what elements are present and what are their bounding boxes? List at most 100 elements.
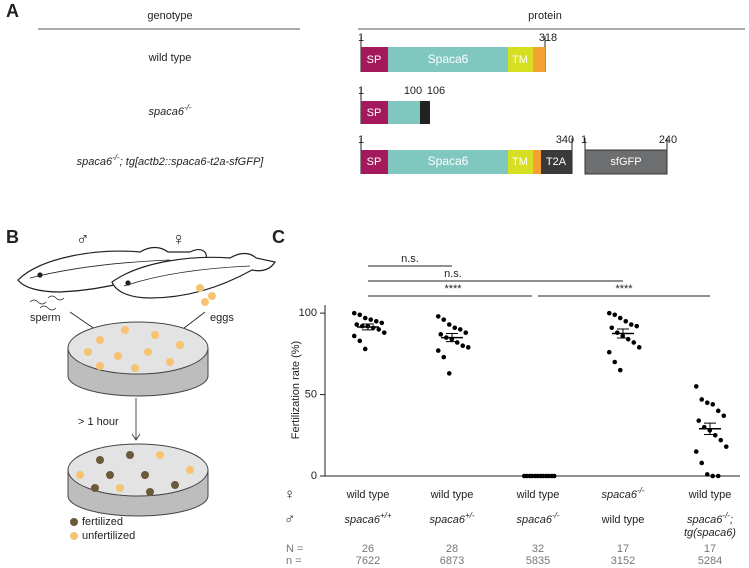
significance-label: n.s. [444, 268, 462, 280]
data-point [699, 460, 705, 466]
dish [67, 321, 209, 397]
count: 26 [362, 543, 374, 555]
error-bar [446, 333, 458, 343]
label: sperm [30, 312, 61, 324]
count: 17 [704, 543, 716, 555]
domain-label: TM [512, 54, 528, 66]
header: genotype [147, 10, 192, 22]
data-point [381, 330, 387, 335]
data-point [446, 322, 452, 327]
residue-number: 1 [358, 85, 364, 97]
significance-label: **** [444, 283, 462, 295]
count: 3152 [611, 555, 635, 567]
text-run: ; [730, 514, 733, 526]
text-run: spaca6 [344, 514, 380, 526]
data-point [357, 338, 363, 344]
male-genotype: spaca6+/- [429, 511, 474, 526]
significance-label: **** [615, 283, 633, 295]
error-bar [617, 328, 629, 339]
data-point [634, 323, 640, 329]
data-point [452, 325, 458, 331]
data-point [362, 315, 368, 321]
label: > 1 hour [78, 416, 119, 428]
data-point [617, 315, 623, 321]
female-genotype: wild type [516, 489, 560, 501]
panel-label: A [6, 1, 19, 21]
data-point [441, 354, 447, 360]
residue-number: 240 [659, 134, 677, 146]
dish [67, 443, 209, 517]
data-point [636, 345, 642, 350]
domain-label: SP [367, 107, 382, 119]
count: 17 [617, 543, 629, 555]
data-point [368, 317, 374, 322]
text-run: -/- [552, 511, 560, 520]
data-point [612, 359, 618, 365]
symbol: ♀ [284, 486, 295, 503]
text-run: wild type [516, 489, 560, 501]
count: 32 [532, 543, 544, 555]
data-point [704, 472, 710, 477]
count: 6873 [440, 555, 464, 567]
count: 7622 [356, 555, 380, 567]
text-run: ; tg[actb2::spaca6-t2a-sfGFP] [120, 156, 265, 168]
domain-label: Spaca6 [428, 52, 469, 66]
eggs [196, 284, 216, 306]
domain-label: TM [512, 156, 528, 168]
text-run: spaca6 [77, 156, 113, 168]
text-run: spaca6 [687, 514, 723, 526]
text-run: -/- [184, 103, 192, 112]
text-run: +/- [465, 511, 475, 520]
data-point [351, 310, 357, 316]
data-point [551, 473, 557, 479]
data-point [617, 367, 623, 373]
data-point [376, 327, 382, 332]
residue-number: 340 [556, 134, 574, 146]
text-run: -/- [722, 511, 730, 520]
residue-number: 318 [539, 32, 557, 44]
data-point [606, 310, 612, 316]
genotype: wild type [148, 52, 192, 64]
data-point [463, 330, 469, 335]
text-run: spaca6 [429, 514, 465, 526]
protein-ko [360, 88, 430, 124]
data-point [723, 444, 729, 449]
protein-tg [360, 138, 668, 175]
text-run: spaca6 [148, 106, 184, 118]
text-run: +/+ [380, 511, 392, 520]
legend-swatch [70, 518, 78, 526]
data-point [631, 340, 637, 345]
text-run: -/- [637, 486, 645, 495]
domain-label: T2A [546, 156, 567, 168]
text-run: spaca6 [516, 514, 552, 526]
female-genotype: wild type [430, 489, 474, 501]
label: eggs [210, 312, 234, 324]
data-point [362, 346, 368, 352]
data-point [696, 418, 702, 423]
female-genotype: spaca6-/- [601, 486, 644, 501]
genotype: spaca6-/-; tg[actb2::spaca6-t2a-sfGFP] [77, 153, 265, 168]
illustration [17, 246, 276, 441]
female-genotype: wild type [346, 489, 390, 501]
domain-label: Spaca6 [428, 154, 469, 168]
data-point [606, 349, 612, 355]
domain-label: SP [367, 156, 382, 168]
text-run: wild type [688, 489, 732, 501]
female-genotype: wild type [688, 489, 732, 501]
text-run: wild type [148, 52, 192, 64]
male-genotype: spaca6-/- [516, 511, 559, 526]
data-point [614, 330, 620, 335]
data-point [435, 348, 441, 353]
count: 5284 [698, 555, 722, 567]
text-run: tg(spaca6) [684, 527, 736, 539]
male-genotype: spaca6+/+ [344, 511, 391, 526]
genotype: spaca6-/- [148, 103, 191, 118]
residue-number: 1 [358, 134, 364, 146]
data-point [357, 312, 363, 318]
y-axis-label: Fertilization rate (%) [290, 341, 302, 439]
domain-label: sfGFP [610, 156, 641, 168]
y-tick-label: 50 [305, 388, 317, 400]
male-genotype: tg(spaca6) [684, 527, 736, 539]
data-point [609, 325, 615, 331]
text-run: wild type [601, 514, 645, 526]
